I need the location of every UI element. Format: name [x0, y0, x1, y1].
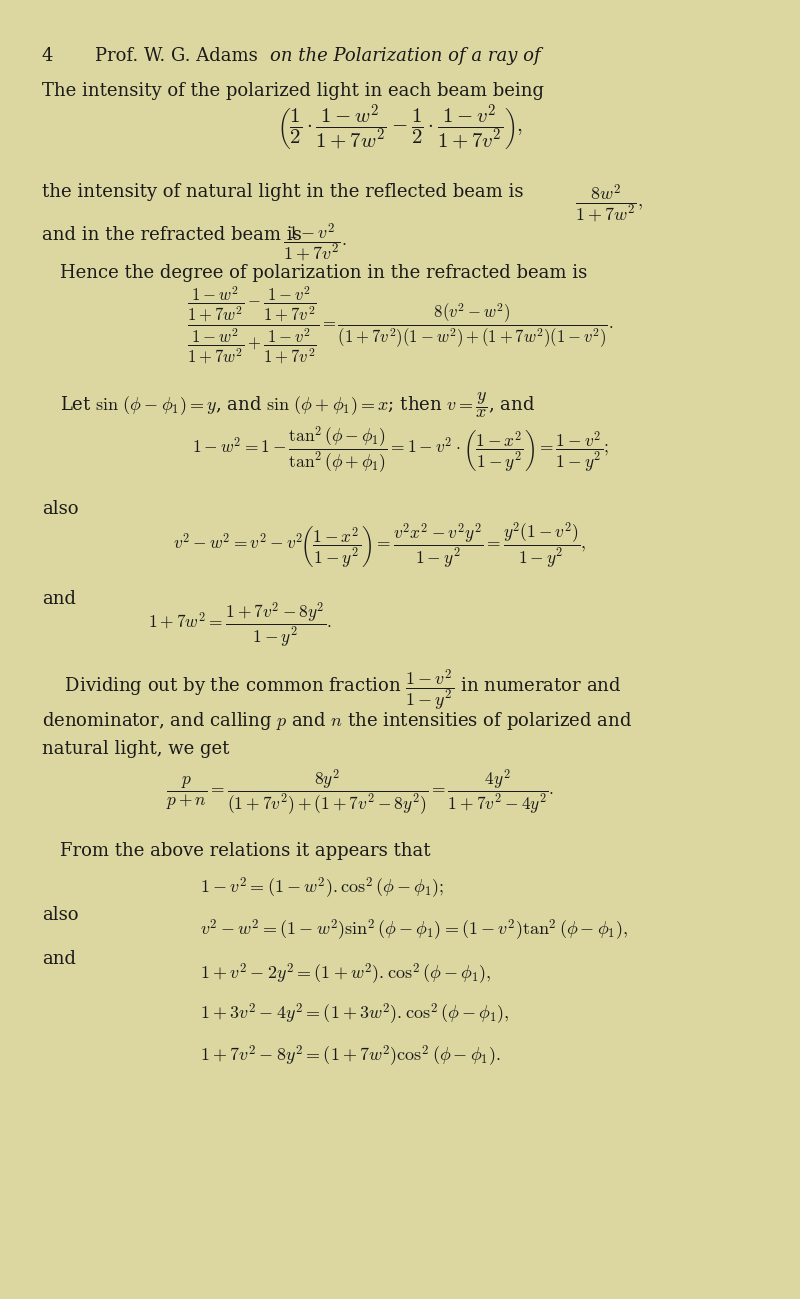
Text: $1+7w^2=\dfrac{1+7v^2-8y^2}{1-y^2}.$: $1+7w^2=\dfrac{1+7v^2-8y^2}{1-y^2}.$ — [148, 600, 332, 650]
Text: 4: 4 — [42, 47, 54, 65]
Text: and: and — [42, 590, 76, 608]
Text: on the Polarization of a ray of: on the Polarization of a ray of — [270, 47, 541, 65]
Text: $\dfrac{8w^{2}}{1+7w^{2}},$: $\dfrac{8w^{2}}{1+7w^{2}},$ — [575, 183, 643, 225]
Text: $1+v^2-2y^2=(1+w^2).\cos^2(\phi-\phi_1),$: $1+v^2-2y^2=(1+w^2).\cos^2(\phi-\phi_1),… — [200, 963, 491, 987]
Text: also: also — [42, 500, 78, 518]
Text: Dividing out by the common fraction $\dfrac{1-v^2}{1-y^2}$ in numerator and: Dividing out by the common fraction $\df… — [42, 668, 622, 713]
Text: the intensity of natural light in the reflected beam is: the intensity of natural light in the re… — [42, 183, 523, 201]
Text: $1+7v^2-8y^2=(1+7w^2)\cos^2(\phi-\phi_1).$: $1+7v^2-8y^2=(1+7w^2)\cos^2(\phi-\phi_1)… — [200, 1044, 501, 1069]
Text: The intensity of the polarized light in each beam being: The intensity of the polarized light in … — [42, 82, 544, 100]
Text: also: also — [42, 905, 78, 924]
Text: $\dfrac{\dfrac{1-w^2}{1+7w^2}-\dfrac{1-v^2}{1+7v^2}}{\dfrac{1-w^2}{1+7w^2}+\dfra: $\dfrac{\dfrac{1-w^2}{1+7w^2}-\dfrac{1-v… — [187, 284, 613, 366]
Text: $1+3v^2-4y^2=(1+3w^2).\cos^2(\phi-\phi_1),$: $1+3v^2-4y^2=(1+3w^2).\cos^2(\phi-\phi_1… — [200, 1002, 510, 1028]
Text: and: and — [42, 950, 76, 968]
Text: $\dfrac{1-v^{2}}{1+7v^{2}}.$: $\dfrac{1-v^{2}}{1+7v^{2}}.$ — [283, 222, 346, 264]
Text: and in the refracted beam is: and in the refracted beam is — [42, 226, 302, 244]
Text: $v^2-w^2=v^2-v^2\!\left(\dfrac{1-x^2}{1-y^2}\right)=\dfrac{v^2x^2-v^2y^2}{1-y^2}: $v^2-w^2=v^2-v^2\!\left(\dfrac{1-x^2}{1-… — [174, 520, 586, 570]
Text: $\left(\dfrac{1}{2}\cdot\dfrac{1-w^2}{1+7w^2}-\dfrac{1}{2}\cdot\dfrac{1-v^2}{1+7: $\left(\dfrac{1}{2}\cdot\dfrac{1-w^2}{1+… — [277, 103, 523, 153]
Text: $\dfrac{p}{p+n}=\dfrac{8y^2}{(1+7v^2)+(1+7v^2-8y^2)}=\dfrac{4y^2}{1+7v^2-4y^2}.$: $\dfrac{p}{p+n}=\dfrac{8y^2}{(1+7v^2)+(1… — [166, 768, 554, 817]
Text: natural light, we get: natural light, we get — [42, 740, 230, 759]
Text: $1-w^2=1-\dfrac{\tan^2(\phi-\phi_1)}{\tan^2(\phi+\phi_1)}=1-v^2\cdot\left(\dfrac: $1-w^2=1-\dfrac{\tan^2(\phi-\phi_1)}{\ta… — [192, 425, 608, 475]
Text: denominator, and calling $p$ and $n$ the intensities of polarized and: denominator, and calling $p$ and $n$ the… — [42, 711, 632, 733]
Text: Hence the degree of polarization in the refracted beam is: Hence the degree of polarization in the … — [60, 264, 587, 282]
Text: Prof. W. G. Adams: Prof. W. G. Adams — [95, 47, 263, 65]
Text: Let $\sin\,(\phi-\phi_1)=y$, and $\sin\,(\phi+\phi_1)=x$; then $v=\dfrac{y}{x}$,: Let $\sin\,(\phi-\phi_1)=y$, and $\sin\,… — [60, 390, 535, 420]
Text: $v^2-w^2=(1-w^2)\sin^2(\phi-\phi_1)=(1-v^2)\tan^2(\phi-\phi_1),$: $v^2-w^2=(1-w^2)\sin^2(\phi-\phi_1)=(1-v… — [200, 918, 628, 943]
Text: From the above relations it appears that: From the above relations it appears that — [60, 842, 430, 860]
Text: $1-v^2=(1-w^2).\cos^2(\phi-\phi_1);$: $1-v^2=(1-w^2).\cos^2(\phi-\phi_1);$ — [200, 876, 444, 902]
